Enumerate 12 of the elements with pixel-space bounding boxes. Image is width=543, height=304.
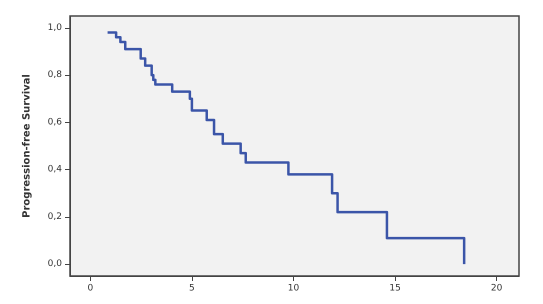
x-tick-label: 15: [389, 284, 401, 294]
y-tick-label: 0,6: [48, 117, 62, 128]
y-tick-label: 1,0: [48, 22, 62, 33]
x-tick-label: 20: [490, 284, 503, 294]
y-axis-title: Progression-free Survival: [22, 74, 32, 218]
y-tick-label: 0,4: [48, 164, 62, 175]
x-tick-label: 5: [189, 284, 195, 294]
y-tick-label: 0,2: [48, 212, 62, 222]
y-tick-label: 0,0: [48, 259, 62, 270]
y-tick-label: 0,8: [48, 70, 62, 80]
x-tick-label: 0: [87, 284, 94, 294]
x-tick-label: 10: [288, 284, 300, 294]
